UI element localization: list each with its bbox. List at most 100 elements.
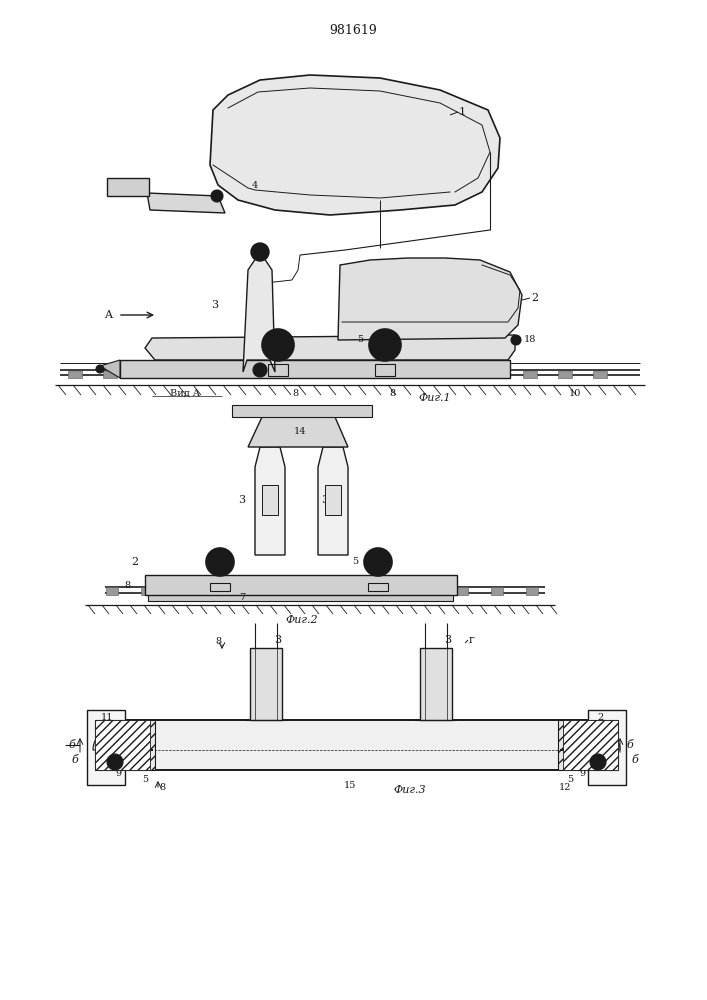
Circle shape [272, 339, 284, 351]
Bar [588, 710, 626, 785]
Text: 11: 11 [101, 714, 113, 722]
Circle shape [206, 548, 234, 576]
Bar [173, 371, 187, 378]
Text: г: г [469, 635, 475, 645]
Bar [523, 371, 537, 378]
Text: 3: 3 [238, 495, 245, 505]
Bar [87, 710, 125, 785]
Text: 5: 5 [377, 558, 383, 566]
Circle shape [595, 759, 601, 765]
Bar [95, 720, 618, 770]
Polygon shape [210, 75, 500, 215]
Polygon shape [560, 728, 620, 750]
Bar [141, 587, 153, 595]
Text: Фиг.1: Фиг.1 [419, 393, 451, 403]
Circle shape [364, 548, 392, 576]
Text: 9: 9 [579, 768, 585, 778]
Bar [488, 371, 502, 378]
Polygon shape [243, 252, 275, 372]
Text: 2: 2 [597, 714, 603, 722]
Bar [351, 587, 363, 595]
Text: 10: 10 [594, 750, 606, 760]
Bar [232, 405, 372, 417]
Bar [107, 178, 149, 196]
Polygon shape [563, 720, 618, 770]
Circle shape [215, 557, 225, 567]
Text: 18: 18 [524, 336, 536, 344]
Text: 12: 12 [559, 784, 571, 792]
Text: 14: 14 [293, 428, 306, 436]
Text: 8: 8 [124, 580, 130, 589]
Text: 2: 2 [532, 293, 539, 303]
Bar [176, 587, 188, 595]
Text: 3: 3 [274, 635, 281, 645]
Circle shape [112, 759, 118, 765]
Text: 3: 3 [445, 635, 452, 645]
Text: 15: 15 [344, 780, 356, 790]
Text: б: б [626, 740, 633, 750]
Polygon shape [255, 447, 285, 555]
Text: 5: 5 [142, 776, 148, 784]
Text: 8: 8 [389, 388, 395, 397]
Bar [558, 371, 572, 378]
Bar [313, 371, 327, 378]
Bar [453, 371, 467, 378]
Bar [106, 587, 118, 595]
Bar [246, 587, 258, 595]
Circle shape [251, 243, 269, 261]
Circle shape [369, 329, 401, 361]
Bar [420, 648, 452, 720]
Text: 8: 8 [215, 638, 221, 647]
Circle shape [253, 363, 267, 377]
Bar [418, 371, 432, 378]
Bar [368, 583, 388, 591]
Bar [526, 587, 538, 595]
Text: б: б [631, 755, 638, 765]
Polygon shape [93, 728, 153, 750]
Bar [383, 371, 397, 378]
Polygon shape [95, 720, 155, 770]
Bar [278, 371, 292, 378]
Polygon shape [100, 360, 120, 378]
Circle shape [373, 557, 383, 567]
Text: б: б [69, 740, 76, 750]
Text: Фиг.3: Фиг.3 [394, 785, 426, 795]
Bar [375, 364, 395, 376]
Polygon shape [145, 335, 515, 360]
Text: 13: 13 [97, 734, 110, 742]
Text: б: б [71, 755, 78, 765]
Bar [268, 364, 288, 376]
Text: 14: 14 [116, 722, 128, 732]
Polygon shape [95, 720, 150, 770]
Bar [593, 371, 607, 378]
Text: 7: 7 [239, 593, 245, 602]
Bar [491, 587, 503, 595]
Bar [148, 593, 453, 601]
Bar [208, 371, 222, 378]
Text: 3: 3 [211, 300, 218, 310]
Bar [243, 371, 257, 378]
Bar [211, 587, 223, 595]
Text: 5: 5 [357, 336, 363, 344]
Circle shape [262, 329, 294, 361]
Text: 2: 2 [132, 557, 139, 567]
Text: 5: 5 [567, 776, 573, 784]
Bar [250, 648, 282, 720]
Bar [456, 587, 468, 595]
Bar [262, 485, 278, 515]
Circle shape [211, 190, 223, 202]
Text: 4: 4 [252, 180, 258, 190]
Text: 981619: 981619 [329, 23, 377, 36]
Text: 5: 5 [352, 558, 358, 566]
Circle shape [379, 339, 391, 351]
Text: 10: 10 [569, 388, 581, 397]
Bar [325, 485, 341, 515]
Polygon shape [248, 417, 348, 447]
Bar [281, 587, 293, 595]
Text: A: A [104, 310, 112, 320]
Circle shape [107, 754, 123, 770]
Bar [316, 587, 328, 595]
Text: 5: 5 [254, 336, 260, 344]
Text: 9: 9 [115, 768, 121, 778]
Polygon shape [318, 447, 348, 555]
